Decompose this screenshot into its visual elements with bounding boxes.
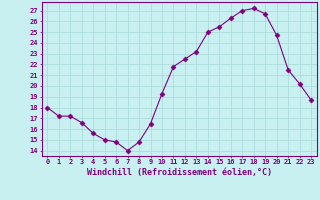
X-axis label: Windchill (Refroidissement éolien,°C): Windchill (Refroidissement éolien,°C) bbox=[87, 168, 272, 177]
